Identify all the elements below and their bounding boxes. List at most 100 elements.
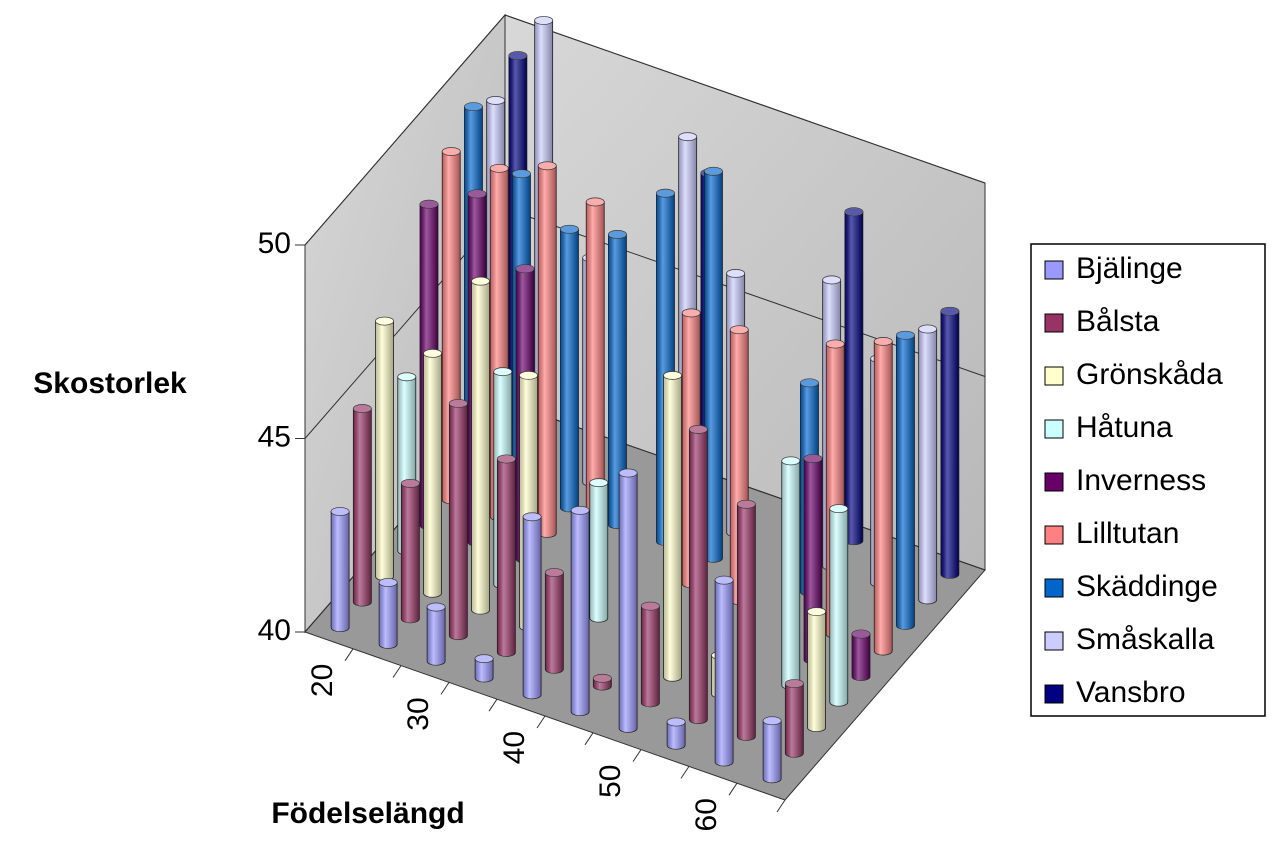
cylinder-top: [512, 169, 531, 179]
cylinder-top: [534, 16, 554, 25]
cylinder-top-light: [781, 456, 800, 465]
plot-area: 40 45 50 20 30 40 50 60: [258, 13, 986, 831]
cylinder: [736, 499, 756, 741]
y-tick-label: 45: [258, 420, 291, 453]
cylinder-shade: [545, 572, 564, 674]
cylinder-top: [419, 199, 439, 209]
cylinder: [829, 504, 849, 707]
cylinder-top-light: [704, 167, 723, 176]
x-tick-label: 60: [690, 798, 723, 831]
cylinder-top: [592, 673, 612, 683]
cylinder-top-light: [844, 207, 863, 216]
cylinder: [781, 456, 801, 690]
cylinder: [762, 716, 782, 784]
cylinder-shade: [608, 234, 627, 529]
cylinder-top-light: [401, 479, 420, 488]
x-tick: [440, 682, 450, 695]
x-tick-label: 20: [306, 664, 339, 697]
cylinder-shade: [704, 171, 723, 563]
cylinder-top: [397, 372, 417, 382]
cylinder-top-light: [379, 578, 398, 587]
cylinder-top: [570, 505, 590, 515]
cylinder-top-light: [656, 189, 675, 198]
x-tick: [584, 732, 594, 746]
cylinder-top-light: [852, 630, 870, 639]
cylinder-top-light: [490, 164, 509, 173]
cylinder-top-light: [523, 512, 542, 521]
cylinder-top: [666, 717, 686, 727]
cylinder-top: [873, 337, 893, 346]
cylinder-shade: [586, 201, 605, 555]
cylinder-shade: [781, 460, 800, 690]
legend-label: Lilltutan: [1076, 517, 1179, 550]
cylinder-shade: [331, 511, 350, 632]
cylinder: [378, 578, 398, 649]
cylinder-shade: [896, 335, 915, 630]
cylinder-top-light: [763, 716, 782, 725]
cylinder-top-light: [804, 454, 822, 463]
cylinder: [471, 276, 490, 615]
cylinder-top: [784, 679, 804, 689]
cylinder-top-light: [538, 161, 557, 170]
cylinder: [400, 479, 420, 624]
cylinder-shade: [874, 341, 893, 656]
cylinder-top: [378, 578, 398, 587]
cylinder: [426, 602, 446, 666]
cylinder-top-light: [826, 339, 845, 348]
cylinder: [714, 575, 734, 767]
cylinder-shade: [449, 403, 468, 640]
cylinder-top-light: [586, 197, 605, 206]
cylinder-shade: [844, 211, 863, 545]
cylinder-top: [678, 132, 698, 142]
cylinder-top-light: [475, 654, 494, 663]
cylinder-shade: [715, 580, 734, 767]
y-tick-label: 50: [258, 227, 291, 260]
cylinder: [704, 166, 723, 563]
cylinder: [585, 197, 605, 555]
x-tick: [728, 782, 738, 796]
cylinder: [352, 404, 372, 607]
cylinder: [589, 478, 609, 623]
cylinder-shade: [427, 607, 446, 666]
x-tick: [776, 799, 786, 813]
cylinder-shade: [689, 429, 708, 724]
cylinder-top: [825, 339, 845, 349]
cylinder-top-light: [874, 337, 893, 346]
legend-swatch: [1044, 472, 1064, 492]
cylinder-top: [489, 163, 509, 173]
cylinder: [522, 512, 542, 700]
cylinder: [496, 454, 516, 657]
cylinder-top: [589, 478, 609, 488]
cylinder-top-light: [682, 308, 701, 317]
cylinder-shade: [497, 458, 516, 657]
cylinder: [618, 468, 638, 733]
legend-label: Inverness: [1076, 464, 1206, 497]
cylinder-top-light: [449, 399, 468, 408]
cylinder-top-light: [471, 277, 490, 286]
cylinder: [896, 330, 915, 630]
legend-label: Håtuna: [1076, 411, 1173, 444]
cylinder-top-light: [331, 507, 350, 516]
cylinder-top: [375, 316, 394, 326]
cylinder-top: [896, 330, 915, 340]
cylinder-top-light: [468, 189, 486, 198]
cylinder-top-light: [807, 607, 826, 616]
cylinder: [844, 207, 864, 546]
cylinder-shade: [785, 683, 804, 758]
cylinder: [570, 505, 590, 717]
cylinder-top: [560, 224, 579, 234]
x-tick: [632, 749, 642, 762]
cylinder-shade: [807, 611, 826, 732]
legend-swatch: [1044, 313, 1064, 333]
cylinder-top-light: [667, 718, 686, 727]
cylinder-top: [618, 468, 638, 478]
legend-label: Småskalla: [1076, 623, 1215, 656]
y-axis-title: Skostorlek: [33, 367, 187, 400]
cylinder-shade: [589, 482, 608, 623]
cylinder-shade: [560, 229, 579, 512]
legend-swatch: [1044, 366, 1064, 386]
cylinder-top: [918, 324, 938, 334]
cylinder-top: [496, 454, 516, 464]
cylinder-top: [537, 161, 557, 171]
